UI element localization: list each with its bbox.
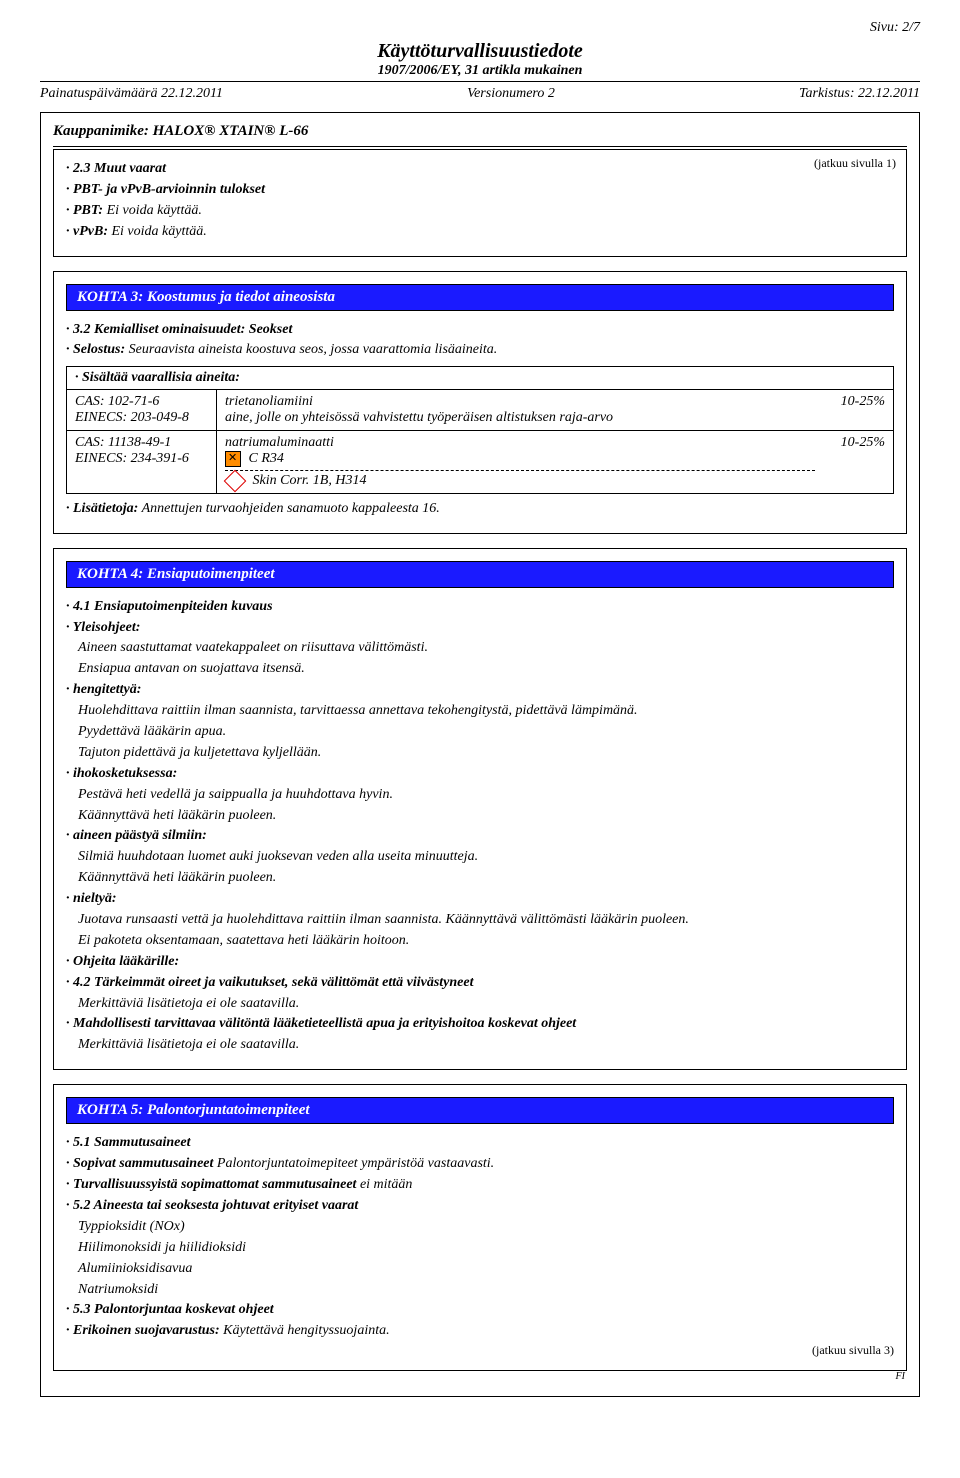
sec5-heading-2: · 5.2 Aineesta tai seoksesta johtuvat er…: [66, 1198, 358, 1213]
sec5-unsuitable: · Turvallisuussyistä sopimattomat sammut…: [66, 1176, 894, 1195]
ghs-diamond-icon: [224, 469, 247, 492]
ing1-name: trietanoliamiini: [225, 394, 815, 410]
sec4-heading-2: · 4.2 Tärkeimmät oireet ja vaikutukset, …: [66, 975, 474, 990]
section-3-box: KOHTA 3: Koostumus ja tiedot aineosista …: [53, 271, 907, 534]
continued-to-note: (jatkuu sivulla 3): [66, 1343, 894, 1358]
ing2-cas: CAS: 11138-49-1: [75, 435, 208, 451]
version-number: Versionumero 2: [467, 86, 555, 102]
doc-title: Käyttöturvallisuustiedote: [40, 40, 920, 63]
sec4-skin-2: Käännyttävä heti lääkärin puoleen.: [66, 807, 894, 826]
ingredient-row-1: CAS: 102-71-6 EINECS: 203-049-8 trietano…: [67, 390, 893, 431]
sec4-ingest-2: Ei pakoteta oksentamaan, saatettava heti…: [66, 932, 894, 951]
sec3-footer: · Lisätietoja: Annettujen turvaohjeiden …: [66, 501, 440, 516]
sec4-inhalation-label: · hengitettyä:: [66, 682, 141, 697]
sec5-hazard-1: Typpioksidit (NOx): [66, 1218, 894, 1237]
sec4-eye-2: Käännyttävä heti lääkärin puoleen.: [66, 869, 894, 888]
sec4-skin-label: · ihokosketuksessa:: [66, 766, 177, 781]
sec4-general-1: Aineen saastuttamat vaatekappaleet on ri…: [66, 639, 894, 658]
sec4-ingest-1: Juotava runsaasti vettä ja huolehdittava…: [66, 911, 894, 930]
ing2-percent: 10-25%: [823, 431, 893, 492]
section-4-header: KOHTA 4: Ensiaputoimenpiteet: [66, 561, 894, 588]
section-5-header: KOHTA 5: Palontorjuntatoimenpiteet: [66, 1097, 894, 1124]
sec4-general-2: Ensiapua antavan on suojattava itsensä.: [66, 660, 894, 679]
ing1-percent: 10-25%: [823, 390, 893, 430]
ing1-desc: aine, jolle on yhteisössä vahvistettu ty…: [225, 410, 815, 426]
sec5-hazard-4: Natriumoksidi: [66, 1281, 894, 1300]
sec4-inhalation-1: Huolehdittava raittiin ilman saannista, …: [66, 702, 894, 721]
sec4-heading-1: · 4.1 Ensiaputoimenpiteiden kuvaus: [66, 599, 273, 614]
sec5-protection: · Erikoinen suojavarustus: Käytettävä he…: [66, 1322, 894, 1341]
sec4-heading-3: · Mahdollisesti tarvittavaa välitöntä lä…: [66, 1016, 576, 1031]
sec2-heading-2: · PBT- ja vPvB-arvioinnin tulokset: [66, 182, 265, 197]
ingredients-table: · Sisältää vaarallisia aineita: CAS: 102…: [66, 366, 894, 493]
sec2-vpvb: · vPvB: Ei voida käyttää.: [66, 224, 207, 239]
sec4-inhalation-3: Tajuton pidettävä ja kuljetettava kyljel…: [66, 744, 894, 763]
sec4-na-1: Merkittäviä lisätietoja ei ole saatavill…: [66, 995, 894, 1014]
section-3-header: KOHTA 3: Koostumus ja tiedot aineosista: [66, 284, 894, 311]
sec4-ingest-label: · nieltyä:: [66, 891, 117, 906]
ing2-hazard-1: C R34: [225, 451, 815, 467]
sec3-description: · Selostus: Seuraavista aineista koostuv…: [66, 342, 497, 357]
ing1-cas: CAS: 102-71-6: [75, 394, 208, 410]
section-2-box: (jatkuu sivulla 1) · 2.3 Muut vaarat · P…: [53, 149, 907, 257]
ing2-name: natriumaluminaatti: [225, 435, 815, 451]
sec4-doctor-label: · Ohjeita lääkärille:: [66, 954, 179, 969]
divider-trade: [53, 146, 907, 147]
sec5-hazard-2: Hiilimonoksidi ja hiilidioksidi: [66, 1239, 894, 1258]
ing1-einecs: EINECS: 203-049-8: [75, 410, 208, 426]
sec4-na-2: Merkittäviä lisätietoja ei ole saatavill…: [66, 1036, 894, 1055]
doc-subtitle: 1907/2006/EY, 31 artikla mukainen: [40, 63, 920, 79]
sec3-heading-1: · 3.2 Kemialliset ominaisuudet: Seokset: [66, 322, 292, 337]
sec4-general-label: · Yleisohjeet:: [66, 620, 140, 635]
sec5-heading-1: · 5.1 Sammutusaineet: [66, 1135, 190, 1150]
sec4-eye-label: · aineen päästyä silmiin:: [66, 828, 207, 843]
sec5-suitable: · Sopivat sammutusaineet Palontorjuntato…: [66, 1155, 894, 1174]
dashed-separator: [225, 470, 815, 471]
corrosive-icon: [225, 451, 241, 467]
ing2-einecs: EINECS: 234-391-6: [75, 451, 208, 467]
ingredients-header: · Sisältää vaarallisia aineita:: [67, 367, 893, 390]
sec2-pbt: · PBT: Ei voida käyttää.: [66, 203, 202, 218]
ing2-hazard-2: Skin Corr. 1B, H314: [225, 473, 815, 489]
sec4-inhalation-2: Pyydettävä lääkärin apua.: [66, 723, 894, 742]
meta-row: Painatuspäivämäärä 22.12.2011 Versionume…: [40, 86, 920, 102]
sec5-heading-3: · 5.3 Palontorjuntaa koskevat ohjeet: [66, 1302, 274, 1317]
sec4-eye-1: Silmiä huuhdotaan luomet auki juoksevan …: [66, 848, 894, 867]
sec5-hazard-3: Alumiinioksidisavua: [66, 1260, 894, 1279]
ingredient-row-2: CAS: 11138-49-1 EINECS: 234-391-6 natriu…: [67, 431, 893, 492]
revision-date: Tarkistus: 22.12.2011: [799, 86, 920, 102]
continued-from-note: (jatkuu sivulla 1): [814, 156, 896, 171]
sec4-skin-1: Pestävä heti vedellä ja saippualla ja hu…: [66, 786, 894, 805]
print-date: Painatuspäivämäärä 22.12.2011: [40, 86, 223, 102]
trade-name: Kauppanimike: HALOX® XTAIN® L-66: [53, 123, 907, 140]
section-5-box: KOHTA 5: Palontorjuntatoimenpiteet · 5.1…: [53, 1084, 907, 1371]
outer-box: Kauppanimike: HALOX® XTAIN® L-66 (jatkuu…: [40, 112, 920, 1397]
divider-top: [40, 81, 920, 82]
language-code: FI: [53, 1371, 907, 1382]
section-4-box: KOHTA 4: Ensiaputoimenpiteet · 4.1 Ensia…: [53, 548, 907, 1071]
page-number: Sivu: 2/7: [40, 20, 920, 36]
sec2-heading-1: · 2.3 Muut vaarat: [66, 161, 166, 176]
